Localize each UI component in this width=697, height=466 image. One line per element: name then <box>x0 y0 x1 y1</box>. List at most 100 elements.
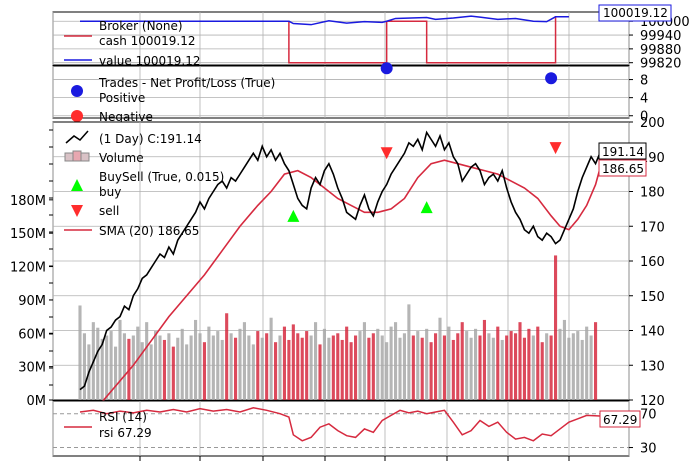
volume-bar <box>371 333 375 400</box>
volume-bar <box>109 331 113 400</box>
volume-bar <box>265 333 269 400</box>
price-tick-label: 160 <box>640 255 665 270</box>
price-lines <box>79 130 601 422</box>
volume-bar <box>527 328 531 400</box>
volume-bar <box>211 335 215 400</box>
volume-y-ticks: 180M 150M 120M 90M 60M 30M 0M <box>10 129 53 409</box>
rsi-badge-value: 67.29 <box>603 413 637 427</box>
volume-bar <box>318 344 322 400</box>
volume-bar <box>589 335 593 400</box>
volume-bar <box>438 317 442 400</box>
volume-bar <box>287 339 291 400</box>
broker-end-value: 100019.12 <box>603 6 668 20</box>
legend-volume: Volume <box>99 151 144 165</box>
volume-bar <box>194 319 198 400</box>
close-badge: 191.14 <box>598 142 647 160</box>
rsi-line <box>79 406 601 442</box>
volume-bar <box>82 333 86 400</box>
rsi-legend: RSI (14) rsi 67.29 <box>64 410 152 440</box>
volume-bar <box>522 337 526 400</box>
volume-bar <box>434 333 438 400</box>
volume-tick-label: 0M <box>27 394 47 409</box>
buy-marker <box>420 201 433 214</box>
volume-bar <box>105 335 109 400</box>
volume-bar <box>385 342 389 400</box>
trade-point-positive <box>545 72 558 85</box>
trades-legend-negative-swatch <box>71 110 83 122</box>
volume-bar <box>514 333 518 400</box>
rsi-badge: 67.29 <box>599 410 641 428</box>
volume-bar <box>180 328 184 400</box>
volume-bar <box>500 339 504 400</box>
volume-bar <box>496 326 500 400</box>
broker-tick-label: 99880 <box>640 43 681 58</box>
legend-sell: sell <box>99 204 119 218</box>
trades-panel: 8 4 0 Trades - Net Profit/Loss (True) Posi… <box>52 62 648 125</box>
price-tick-label: 150 <box>640 290 665 305</box>
volume-bar <box>247 335 251 400</box>
volume-bar <box>380 335 384 400</box>
volume-bar <box>545 333 549 400</box>
rsi-tick-label: 30 <box>640 442 657 457</box>
volume-bar <box>100 338 104 400</box>
volume-bar <box>358 331 362 400</box>
volume-tick-label: 30M <box>18 361 46 376</box>
volume-bar <box>167 333 171 400</box>
volume-bar <box>487 333 491 400</box>
volume-bar <box>314 322 318 400</box>
sell-marker <box>549 142 562 155</box>
volume-bar <box>562 319 566 400</box>
volume-tick-label: 120M <box>10 261 46 276</box>
volume-bar <box>389 326 393 400</box>
volume-bar <box>594 322 598 400</box>
volume-bar <box>518 322 522 400</box>
price-tick-label: 140 <box>640 325 665 340</box>
x-axis-ticks <box>139 456 570 461</box>
volume-tick-label: 60M <box>18 327 46 342</box>
sell-marker <box>380 147 393 160</box>
volume-bar <box>140 342 144 400</box>
volume-bar <box>407 304 411 400</box>
trades-legend-positive: Positive <box>99 91 145 105</box>
volume-bar <box>198 333 202 400</box>
volume-bar <box>78 305 82 400</box>
volume-bar <box>585 326 589 400</box>
legend-buy: buy <box>99 185 121 199</box>
volume-bar <box>220 339 224 400</box>
trades-tick-label: 8 <box>640 74 648 89</box>
volume-bar <box>269 317 273 400</box>
volume-bar <box>509 331 513 400</box>
trades-legend-negative: Negative <box>99 110 153 124</box>
volume-bar <box>145 322 149 400</box>
volume-bar <box>322 328 326 400</box>
price-tick-label: 180 <box>640 186 665 201</box>
volume-bar <box>478 335 482 400</box>
trades-legend-title: Trades - Net Profit/Loss (True) <box>98 76 275 90</box>
volume-bar <box>474 328 478 400</box>
volume-bar <box>580 339 584 400</box>
trades-tick-label: 4 <box>640 92 648 107</box>
close-line <box>79 130 601 391</box>
volume-bar <box>118 319 122 400</box>
volume-bar <box>296 333 300 400</box>
volume-bar <box>305 331 309 400</box>
volume-bar <box>425 328 429 400</box>
volume-bar <box>96 327 100 400</box>
volume-bar <box>278 335 282 400</box>
volume-bar <box>251 344 255 400</box>
volume-bar <box>354 335 358 400</box>
broker-legend: Broker (None) cash 100019.12 value 10001… <box>64 19 200 68</box>
volume-bar <box>447 326 451 400</box>
volume-bar <box>576 331 580 400</box>
volume-bar <box>274 342 278 400</box>
volume-tick-label: 180M <box>10 194 46 209</box>
trades-tick-label: 0 <box>640 110 648 125</box>
volume-bar <box>291 324 295 400</box>
volume-bar <box>189 335 193 400</box>
volume-bar <box>536 326 540 400</box>
rsi-y-ticks: 70 30 <box>629 408 657 457</box>
sma-line <box>79 159 601 422</box>
price-tick-label: 120 <box>640 394 665 409</box>
